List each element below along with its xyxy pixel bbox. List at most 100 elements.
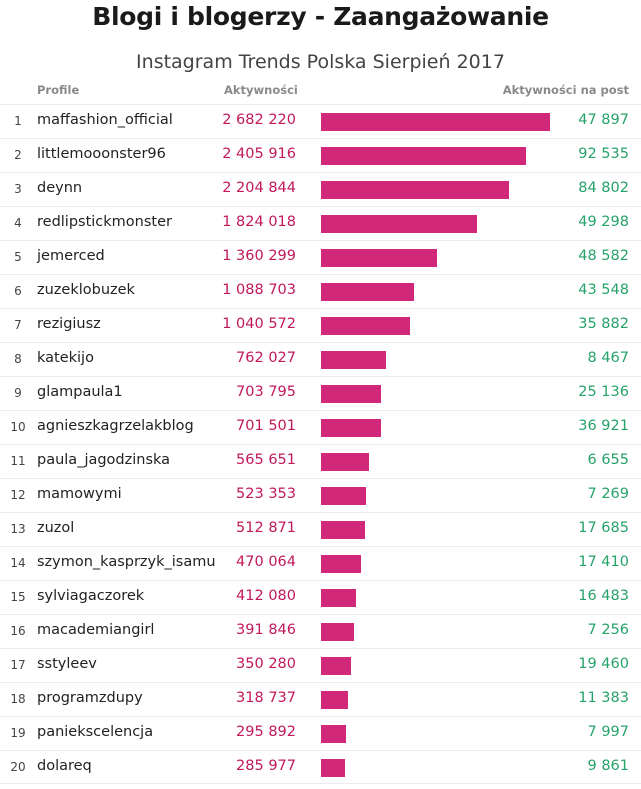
activity-bar [321,113,550,131]
row-rank: 14 [10,556,26,570]
profile-name: zuzol [37,520,75,536]
table-row: 17 sstyleev 350 280 19 460 [0,648,641,682]
activity-value: 2 405 916 [222,146,296,162]
profile-name: jemerced [37,248,105,264]
profile-name: katekijo [37,350,94,366]
activity-bar [321,453,369,471]
activity-bar [321,521,365,539]
activity-bar [321,759,345,777]
activity-bar [321,657,351,675]
profile-name: macademiangirl [37,622,155,638]
activity-bar [321,147,526,165]
per-post-value: 84 802 [578,180,629,196]
table-row: 18 programzdupy 318 737 11 383 [0,682,641,716]
column-header-profile: Profile [37,83,80,97]
per-post-value: 16 483 [578,588,629,604]
per-post-value: 9 861 [587,758,629,774]
profile-name: deynn [37,180,83,196]
column-header-per-post: Aktywności na post [502,83,629,97]
row-rank: 12 [10,488,26,502]
row-rank: 17 [10,658,26,672]
table-row: 4 redlipstickmonster 1 824 018 49 298 [0,206,641,240]
activity-value: 2 682 220 [222,112,296,128]
row-rank: 6 [14,284,22,298]
row-rank: 18 [10,692,26,706]
activity-bar [321,419,381,437]
activity-bar [321,623,354,641]
ranking-table: 1 maffashion_official 2 682 220 47 897 2 litt… [0,104,641,784]
profile-name: szymon_kasprzyk_isamu [37,554,216,570]
activity-bar [321,215,477,233]
profile-name: dolareq [37,758,92,774]
column-header-activity: Aktywności [224,83,298,97]
table-row: 13 zuzol 512 871 17 685 [0,512,641,546]
activity-bar [321,351,386,369]
row-rank: 8 [14,352,22,366]
table-row: 10 agnieszkagrzelakblog 701 501 36 921 [0,410,641,444]
per-post-value: 8 467 [587,350,629,366]
activity-value: 318 737 [236,690,296,706]
table-row: 7 rezigiusz 1 040 572 35 882 [0,308,641,342]
row-rank: 13 [10,522,26,536]
row-rank: 4 [14,216,22,230]
per-post-value: 7 269 [587,486,629,502]
profile-name: zuzeklobuzek [37,282,135,298]
per-post-value: 48 582 [578,248,629,264]
profile-name: glampaula1 [37,384,123,400]
profile-name: mamowymi [37,486,122,502]
activity-value: 470 064 [236,554,296,570]
chart-subtitle: Instagram Trends Polska Sierpień 2017 [136,51,505,73]
per-post-value: 47 897 [578,112,629,128]
activity-value: 1 360 299 [222,248,296,264]
activity-value: 1 088 703 [222,282,296,298]
row-rank: 7 [14,318,22,332]
row-rank: 2 [14,148,22,162]
table-row: 19 paniekscelencja 295 892 7 997 [0,716,641,750]
row-rank: 19 [10,726,26,740]
profile-name: paula_jagodzinska [37,452,171,468]
activity-bar [321,725,346,743]
activity-bar [321,589,356,607]
row-rank: 5 [14,250,22,264]
row-rank: 11 [10,454,26,468]
row-rank: 10 [10,420,26,434]
activity-bar [321,317,410,335]
profile-name: littlemooonster96 [37,146,166,162]
activity-value: 565 651 [236,452,296,468]
activity-value: 703 795 [236,384,296,400]
activity-bar [321,691,348,709]
activity-bar [321,181,509,199]
table-row: 3 deynn 2 204 844 84 802 [0,172,641,206]
per-post-value: 36 921 [578,418,629,434]
table-row: 16 macademiangirl 391 846 7 256 [0,614,641,648]
activity-bar [321,249,437,267]
table-row: 8 katekijo 762 027 8 467 [0,342,641,376]
table-row: 20 dolareq 285 977 9 861 [0,750,641,784]
activity-value: 391 846 [236,622,296,638]
table-row: 1 maffashion_official 2 682 220 47 897 [0,104,641,138]
per-post-value: 17 685 [578,520,629,536]
per-post-value: 6 655 [587,452,629,468]
table-row: 6 zuzeklobuzek 1 088 703 43 548 [0,274,641,308]
activity-value: 701 501 [236,418,296,434]
row-rank: 3 [14,182,22,196]
activity-value: 412 080 [236,588,296,604]
per-post-value: 25 136 [578,384,629,400]
activity-value: 762 027 [236,350,296,366]
row-rank: 16 [10,624,26,638]
per-post-value: 11 383 [578,690,629,706]
per-post-value: 19 460 [578,656,629,672]
per-post-value: 92 535 [578,146,629,162]
table-row: 15 sylviagaczorek 412 080 16 483 [0,580,641,614]
table-row: 5 jemerced 1 360 299 48 582 [0,240,641,274]
chart-title: Blogi i blogerzy - Zaangażowanie [92,2,549,31]
activity-bar [321,385,381,403]
activity-value: 295 892 [236,724,296,740]
table-row: 11 paula_jagodzinska 565 651 6 655 [0,444,641,478]
table-row: 2 littlemooonster96 2 405 916 92 535 [0,138,641,172]
profile-name: sstyleev [37,656,97,672]
activity-value: 285 977 [236,758,296,774]
activity-bar [321,283,414,301]
table-row: 12 mamowymi 523 353 7 269 [0,478,641,512]
row-rank: 1 [14,114,22,128]
